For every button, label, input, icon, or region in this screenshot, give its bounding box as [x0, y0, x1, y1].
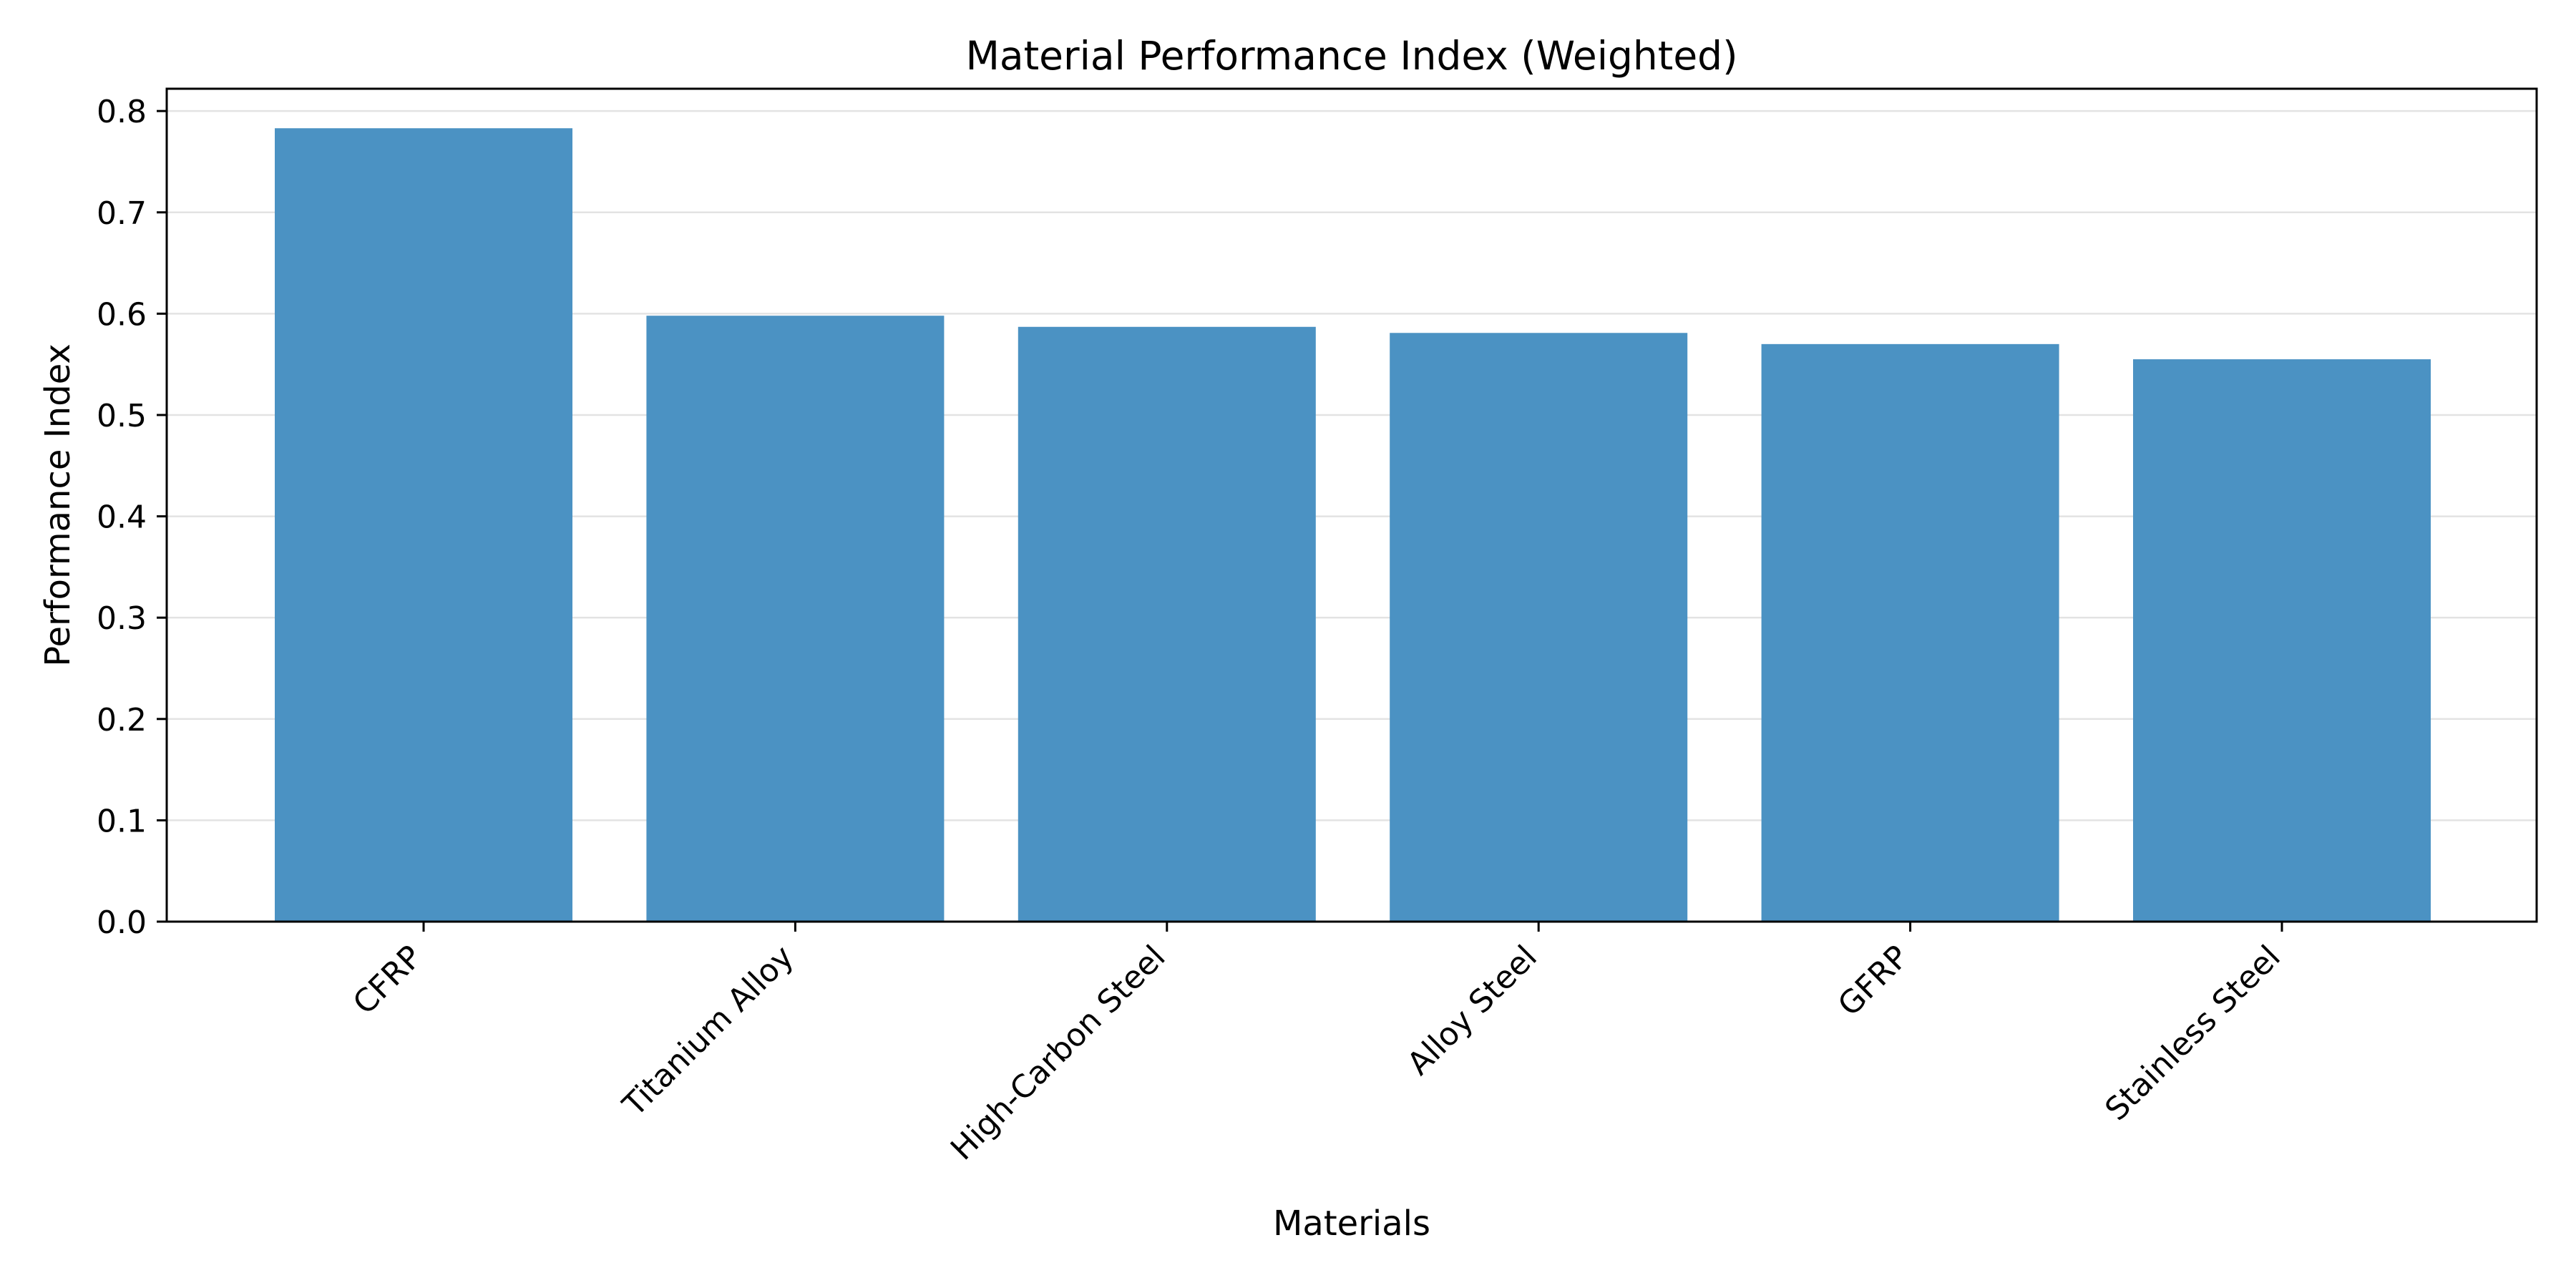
bar-stainless-steel: [2133, 359, 2431, 922]
bar-alloy-steel: [1390, 333, 1688, 922]
x-tick-label: GFRP: [1831, 939, 1916, 1023]
x-tick-label: Alloy Steel: [1400, 939, 1544, 1083]
bar-high-carbon-steel: [1018, 326, 1316, 922]
y-tick-label: 0.6: [97, 296, 147, 333]
y-tick-label: 0.8: [97, 94, 147, 130]
plot-frame: [165, 87, 2538, 923]
x-axis-ticks: CFRP Titanium Alloy High-Carbon Steel Alloy…: [346, 922, 2288, 1167]
x-tick-label: CFRP: [346, 939, 429, 1022]
y-tick-label: 0.5: [97, 398, 147, 434]
y-tick-label: 0.4: [97, 499, 147, 536]
x-axis-label: Materials: [1273, 1204, 1430, 1244]
bars: [275, 128, 2431, 922]
y-tick-label: 0.2: [97, 702, 147, 738]
chart-title: Material Performance Index (Weighted): [965, 33, 1737, 79]
y-tick-label: 0.0: [97, 904, 147, 941]
y-tick-label: 0.1: [97, 803, 147, 839]
bar-titanium-alloy: [646, 316, 945, 922]
bar-cfrp: [275, 128, 572, 922]
x-tick-label: Titanium Alloy: [615, 939, 801, 1124]
x-tick-label: High-Carbon Steel: [944, 939, 1173, 1168]
x-tick-label: Stainless Steel: [2098, 939, 2287, 1128]
y-tick-label: 0.3: [97, 600, 147, 637]
y-axis-label: Performance Index: [38, 343, 78, 667]
bar-gfrp: [1761, 343, 2059, 922]
y-tick-label: 0.7: [97, 195, 147, 232]
y-axis-ticks: 0.0 0.1 0.2 0.3 0.4 0.5 0.6 0.7 0.8: [97, 94, 167, 941]
